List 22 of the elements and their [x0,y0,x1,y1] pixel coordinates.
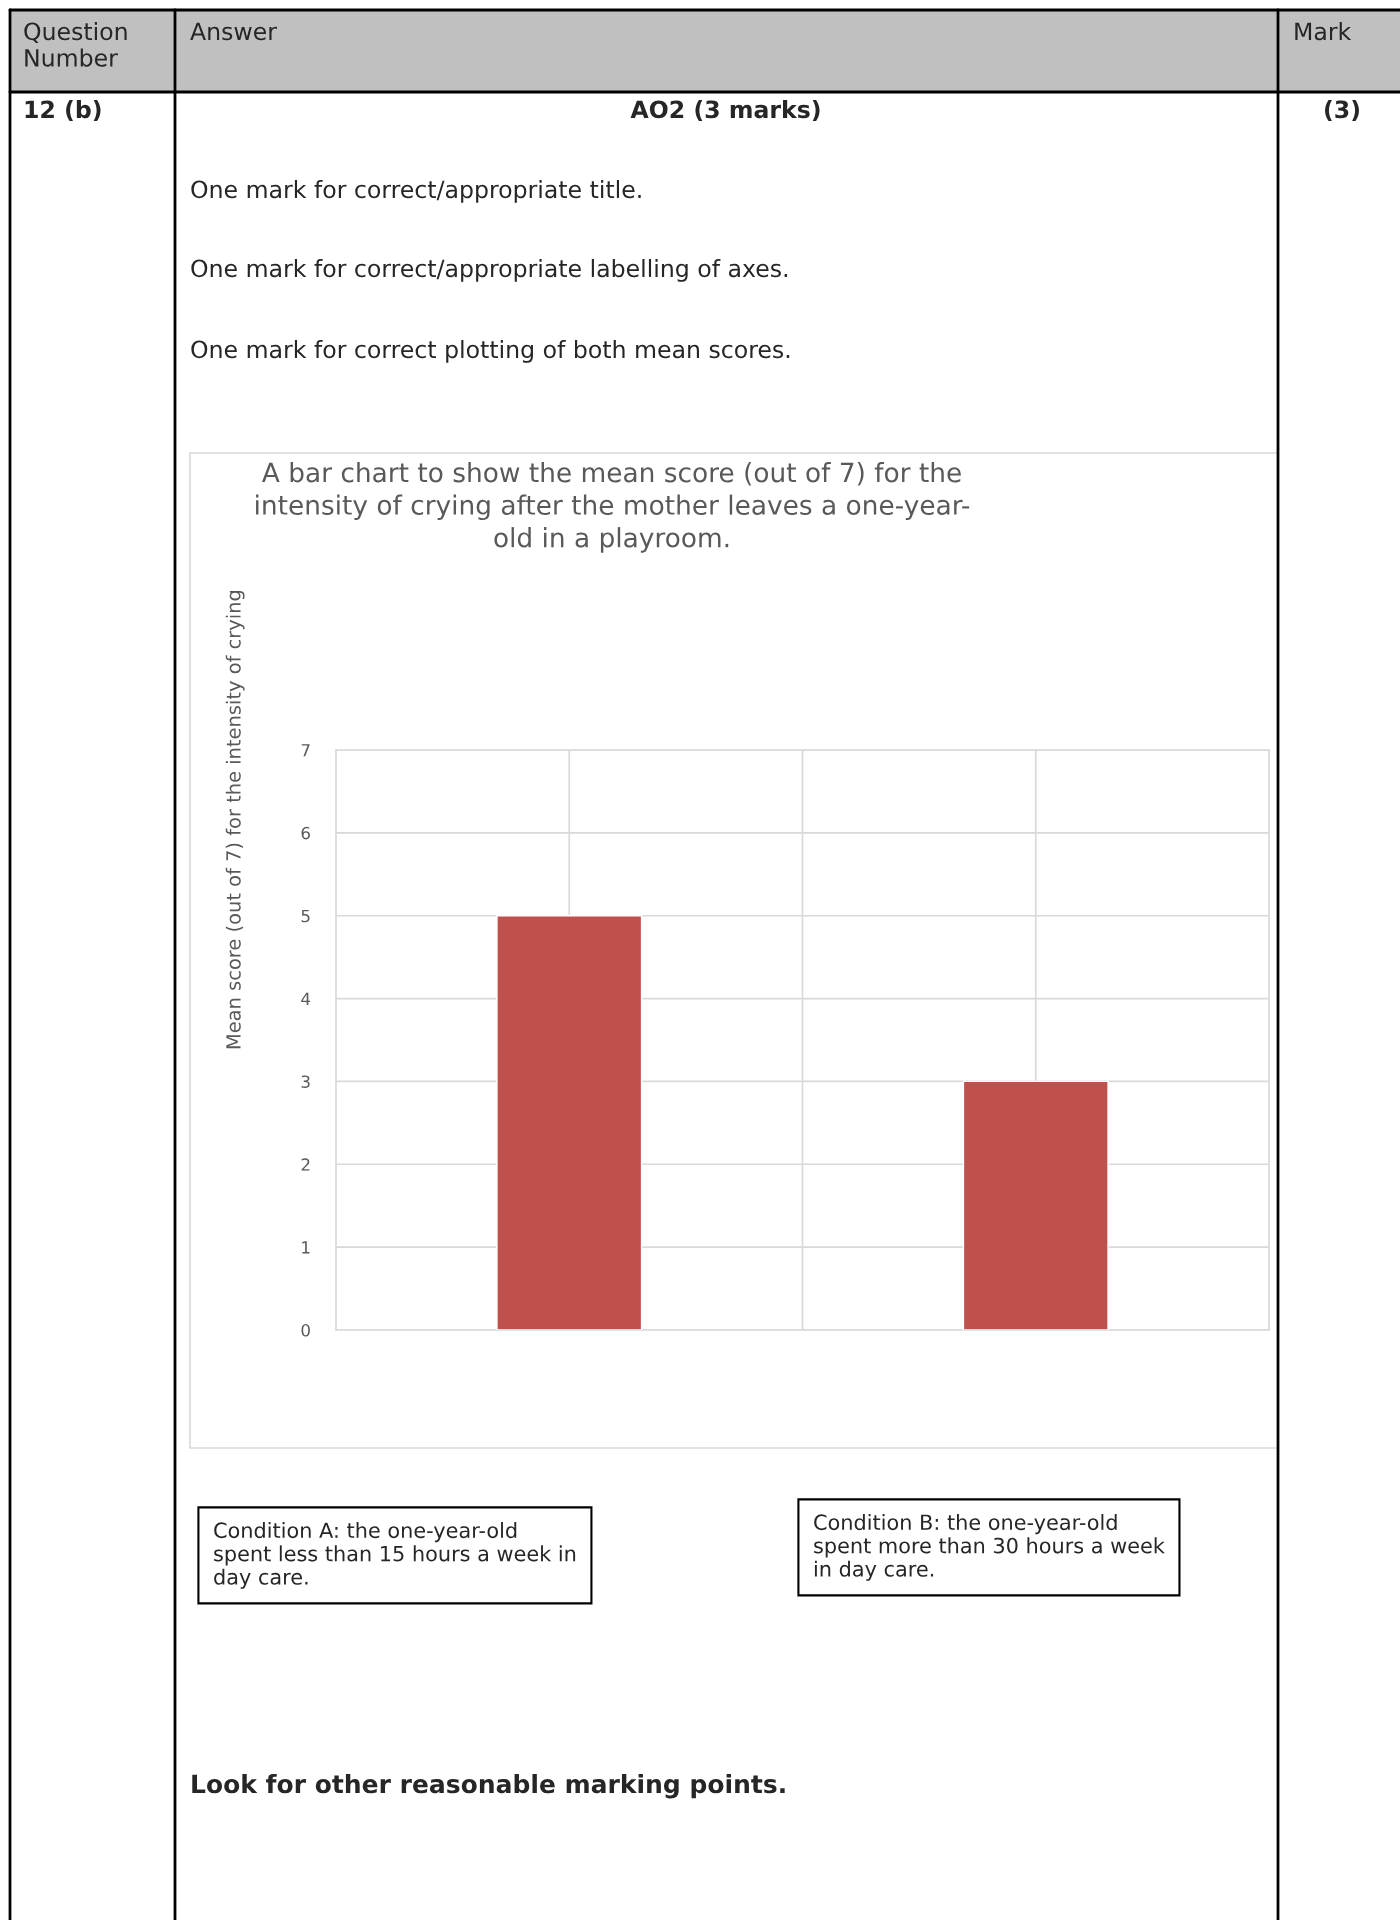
y-tick-label: 4 [301,992,311,1005]
text: One mark for correct/appropriate labelling of axes. [191,259,788,282]
y-axis-title: Mean score (out of 7) for the intensity of crying [225,590,245,1049]
text: 12 (b) [25,100,101,122]
text: Condition B: the one-year-old spent more than 30 hours a week in day care. [814,1514,1165,1581]
text: Answer [190,22,277,41]
y-tick-label: 1 [302,1241,310,1254]
text: AO2 (3 marks) [630,100,820,122]
y-tick-label: 5 [301,909,310,923]
text: Condition A: the one-year-old spent less than 15 hours a week in day care. [214,1522,576,1589]
chart-title: A bar chart to show the mean score (out of 7) for the intensity of crying after the mother leaves a one-year- old in a playroom. [256,462,970,553]
text: (3) [1325,100,1359,122]
y-tick-label: 0 [301,1323,310,1337]
y-tick-label: 7 [301,744,310,757]
text: One mark for correct plotting of both mean scores. [191,340,790,363]
y-tick-label: 2 [301,1158,310,1171]
text: Mark [1295,22,1352,41]
y-tick-label: 3 [301,1075,310,1088]
text: One mark for correct/appropriate title. [191,180,641,203]
text: Look for other reasonable marking points. [192,1774,785,1799]
text: Question Number [24,22,127,67]
y-tick-label: 6 [301,826,310,840]
